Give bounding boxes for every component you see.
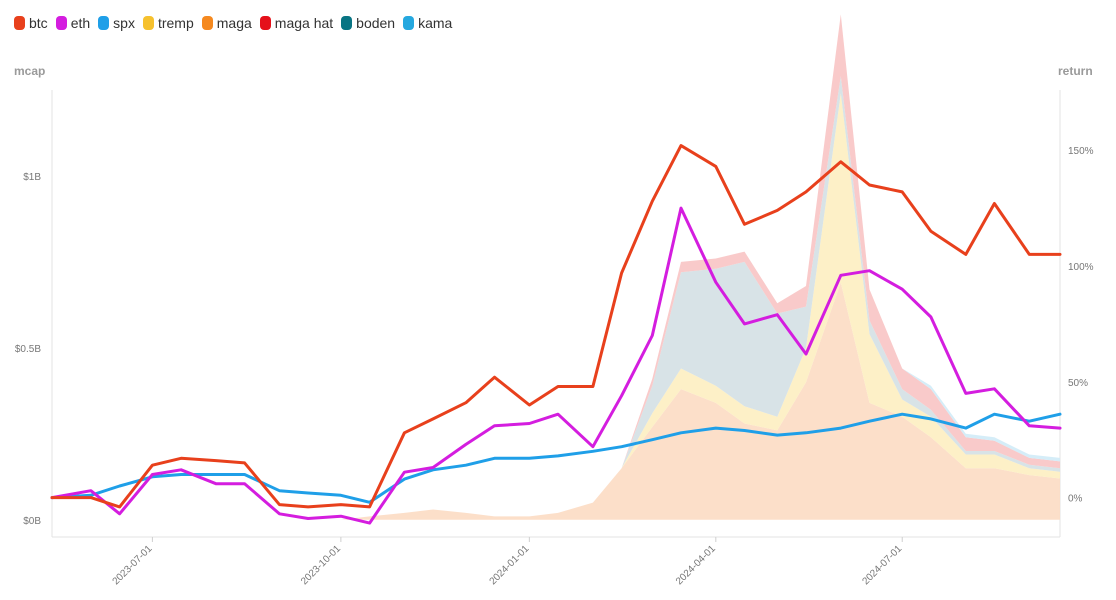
line-spx bbox=[50, 412, 1062, 504]
legend-swatch bbox=[98, 16, 110, 30]
legend-label: eth bbox=[70, 15, 91, 31]
legend-swatch bbox=[142, 16, 154, 30]
legend-label: boden bbox=[356, 15, 396, 31]
x-tick-label: 2023-10-01 bbox=[299, 543, 343, 587]
left-tick-label: $0.5B bbox=[15, 344, 41, 355]
legend-swatch bbox=[14, 16, 25, 30]
area-tremp bbox=[52, 93, 1060, 520]
legend-label: maga hat bbox=[274, 15, 334, 31]
right-axis-title: return bbox=[1058, 64, 1093, 78]
legend-swatch bbox=[341, 16, 353, 30]
legend-label: kama bbox=[418, 15, 453, 31]
area-maga bbox=[52, 282, 1060, 520]
legend-label: spx bbox=[113, 15, 135, 31]
legend-item-tremp[interactable]: tremp bbox=[142, 15, 194, 31]
legend-item-btc[interactable]: btc bbox=[14, 15, 48, 31]
legend-item-maga-hat[interactable]: maga hat bbox=[259, 15, 334, 31]
right-tick-label: 100% bbox=[1068, 262, 1094, 273]
right-tick-label: 0% bbox=[1068, 494, 1083, 505]
legend-swatch bbox=[55, 16, 67, 30]
left-tick-label: $0B bbox=[23, 516, 41, 527]
left-axis-title: mcap bbox=[14, 64, 46, 78]
legend: btc eth spx tremp maga maga hat boden kama bbox=[14, 15, 460, 31]
legend-item-boden[interactable]: boden bbox=[341, 15, 395, 31]
x-tick-label: 2024-07-01 bbox=[860, 543, 904, 587]
right-tick-label: 50% bbox=[1068, 378, 1088, 389]
legend-item-spx[interactable]: spx bbox=[98, 15, 135, 31]
legend-item-eth[interactable]: eth bbox=[55, 15, 91, 31]
legend-swatch bbox=[403, 16, 415, 30]
legend-label: maga bbox=[216, 15, 252, 31]
legend-label: tremp bbox=[157, 15, 194, 31]
legend-label: btc bbox=[29, 15, 48, 31]
line-eth bbox=[50, 206, 1062, 525]
x-tick-label: 2024-04-01 bbox=[674, 543, 718, 587]
legend-swatch bbox=[259, 16, 271, 30]
legend-item-maga[interactable]: maga bbox=[201, 15, 252, 31]
x-tick-label: 2023-07-01 bbox=[111, 543, 155, 587]
left-tick-label: $1B bbox=[23, 172, 41, 183]
legend-swatch bbox=[201, 16, 213, 30]
right-tick-label: 150% bbox=[1068, 146, 1094, 157]
line-btc bbox=[50, 144, 1062, 509]
legend-item-kama[interactable]: kama bbox=[403, 15, 452, 31]
x-tick-label: 2024-01-01 bbox=[488, 543, 532, 587]
